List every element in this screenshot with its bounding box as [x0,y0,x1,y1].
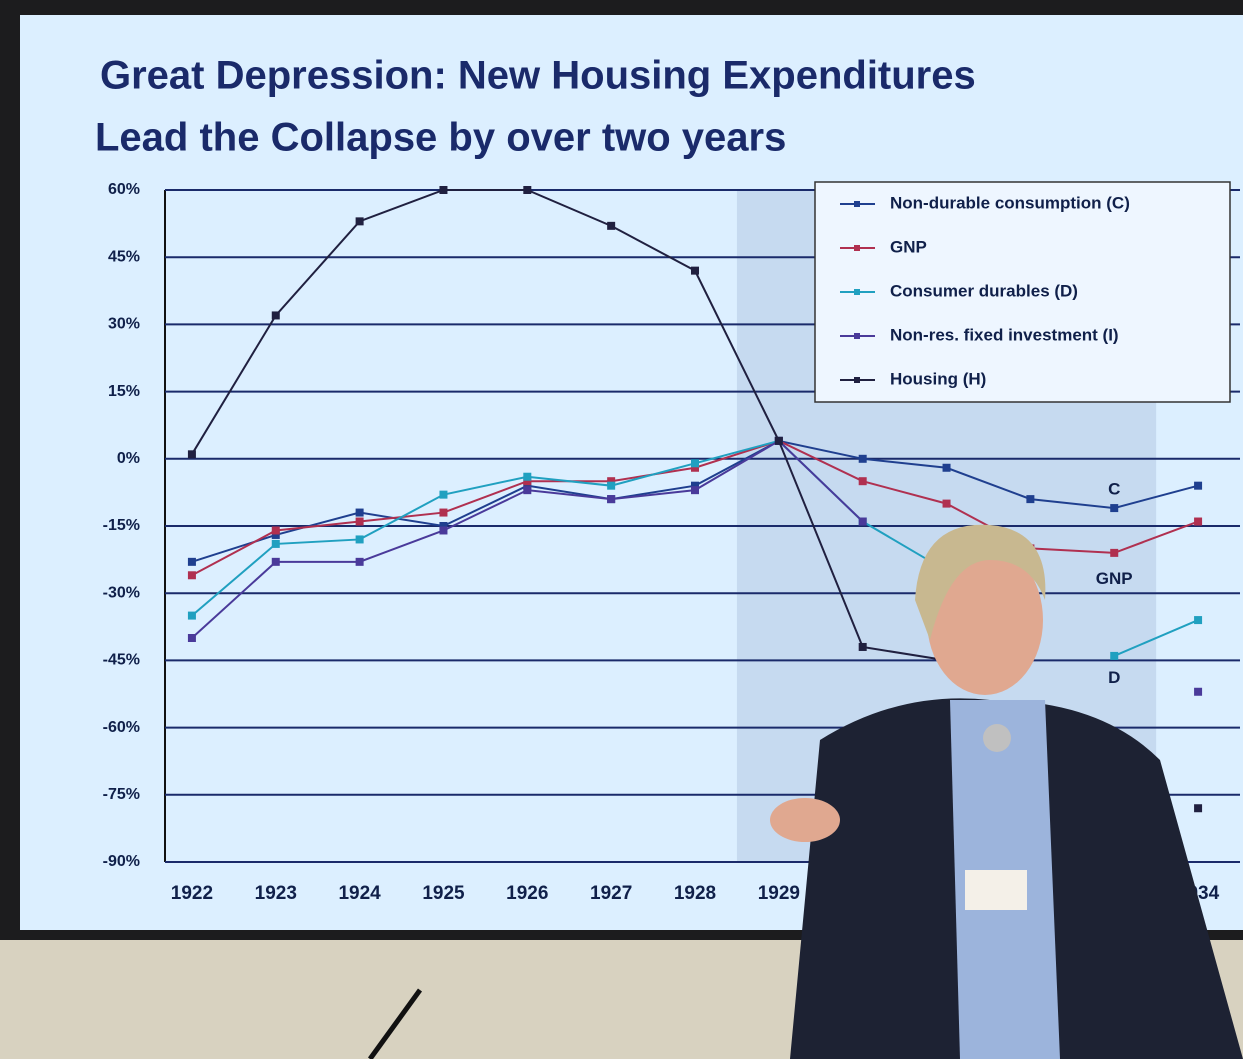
y-tick-label: -60% [103,719,140,736]
data-point [1194,804,1202,812]
data-point [188,612,196,620]
data-point [775,437,783,445]
data-point [523,186,531,194]
data-point [188,450,196,458]
data-point [859,455,867,463]
data-point [356,509,364,517]
chart-title: Great Depression: New Housing Expenditur… [100,54,976,98]
data-point [188,558,196,566]
data-point [1110,549,1118,557]
data-point [188,571,196,579]
data-point [607,482,615,490]
x-tick-label: 1926 [506,883,548,904]
data-point [272,311,280,319]
data-point [607,222,615,230]
x-tick-label: 1923 [255,883,297,904]
chart: Great Depression: New Housing Expenditur… [0,0,1243,1059]
data-point [272,558,280,566]
x-tick-label: 1927 [590,883,632,904]
data-point [188,634,196,642]
y-tick-label: 45% [108,248,140,265]
data-point [1110,504,1118,512]
x-tick-label: 1928 [674,883,716,904]
y-tick-label: 30% [108,316,140,333]
data-point [1194,518,1202,526]
x-tick-label: 1922 [171,883,213,904]
badge [965,870,1027,910]
legend-marker [854,201,860,207]
legend-label: Consumer durables (D) [890,281,1078,300]
data-point [272,540,280,548]
y-tick-label: -75% [103,786,140,803]
chart-subtitle: Lead the Collapse by over two years [95,116,786,160]
annotation: GNP [1096,569,1133,588]
annotation: D [1108,668,1120,687]
data-point [272,526,280,534]
data-point [859,518,867,526]
data-point [1194,688,1202,696]
data-point [356,217,364,225]
data-point [1110,652,1118,660]
bolo-tie [983,724,1011,752]
data-point [859,643,867,651]
x-tick-label: 1929 [758,883,800,904]
data-point [943,464,951,472]
data-point [1026,495,1034,503]
data-point [607,495,615,503]
y-tick-label: -15% [103,517,140,534]
x-tick-label: 1925 [422,883,465,904]
x-tick-label: 1924 [338,883,381,904]
y-tick-label: 15% [108,383,140,400]
data-point [356,558,364,566]
y-tick-label: 60% [108,181,140,198]
data-point [523,486,531,494]
data-point [943,500,951,508]
data-point [1194,482,1202,490]
legend-marker [854,289,860,295]
y-tick-label: -45% [103,652,140,669]
data-point [439,526,447,534]
legend-marker [854,333,860,339]
data-point [439,186,447,194]
annotation: C [1108,480,1120,499]
legend-marker [854,377,860,383]
legend-label: GNP [890,237,927,256]
y-tick-label: 0% [117,450,140,467]
legend-label: Non-res. fixed investment (I) [890,325,1119,344]
data-point [356,518,364,526]
data-point [523,473,531,481]
data-point [356,535,364,543]
data-point [439,491,447,499]
page: Great Depression: New Housing Expenditur… [0,0,1243,1059]
hand [770,798,840,842]
data-point [1194,616,1202,624]
data-point [691,267,699,275]
y-tick-label: -30% [103,584,140,601]
legend-marker [854,245,860,251]
data-point [691,459,699,467]
y-tick-label: -90% [103,853,140,870]
data-point [691,486,699,494]
legend-label: Housing (H) [890,369,986,388]
data-point [859,477,867,485]
legend-label: Non-durable consumption (C) [890,193,1130,212]
data-point [439,509,447,517]
